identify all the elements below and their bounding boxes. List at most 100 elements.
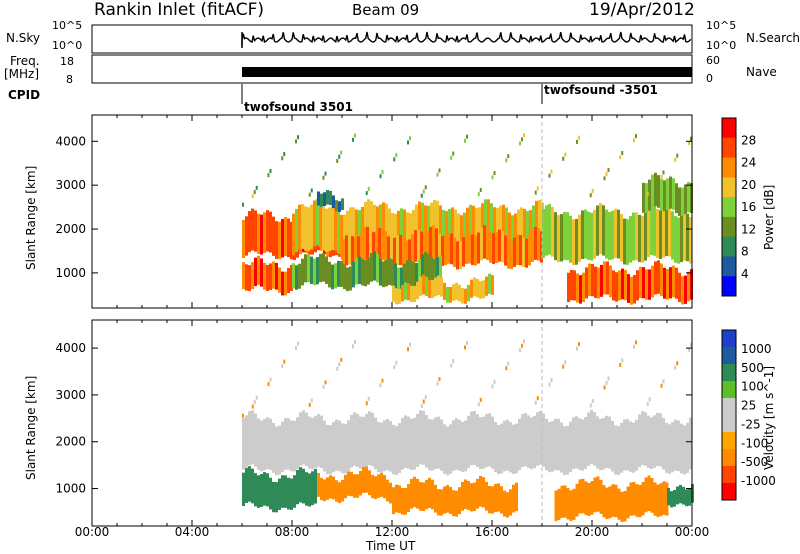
velocity-cell <box>287 477 290 510</box>
power-cell <box>358 256 361 285</box>
power-cell <box>408 239 411 269</box>
power-cell <box>464 288 467 304</box>
vel-cbar-tick: -25 <box>741 417 761 431</box>
velocity-cell <box>458 419 461 471</box>
velocity-cell <box>302 410 305 465</box>
velocity-cell <box>374 417 377 470</box>
velocity-cell <box>398 485 401 513</box>
velocity-plot <box>242 320 694 526</box>
power-cell <box>395 289 398 305</box>
power-cell <box>440 277 443 297</box>
velocity-cell <box>500 486 503 514</box>
velocity-cell <box>620 422 623 473</box>
power-cell <box>390 239 393 268</box>
velocity-cell <box>335 419 338 471</box>
velocity-cell <box>422 482 425 512</box>
velocity-speckle <box>308 402 311 407</box>
power-cell <box>599 203 602 255</box>
power-cell <box>534 227 537 260</box>
power-cell <box>323 192 326 207</box>
power-cell <box>343 264 346 290</box>
velocity-cell <box>473 482 476 512</box>
power-cell <box>420 231 423 263</box>
vel-cbar-tick: -1000 <box>741 474 776 488</box>
velocity-cell <box>509 489 512 516</box>
power-cell <box>290 221 293 260</box>
power-cell <box>647 207 650 258</box>
power-cbar-tick: 28 <box>741 133 756 147</box>
power-cell <box>292 263 295 289</box>
power-cell <box>313 258 316 286</box>
velocity-cell <box>278 478 281 510</box>
velocity-cell <box>563 426 566 475</box>
power-cell <box>290 264 293 291</box>
power-cell <box>266 264 269 291</box>
velocity-speckle <box>564 360 567 365</box>
velocity-cell <box>623 491 627 522</box>
velocity-cell <box>278 425 281 475</box>
velocity-cell <box>299 412 302 466</box>
velocity-cell <box>443 486 446 514</box>
power-cell <box>480 227 483 261</box>
power-cell <box>666 269 669 300</box>
velocity-cell <box>626 419 629 471</box>
velocity-cell <box>578 479 582 514</box>
nsearch-label: N.Search <box>746 31 800 45</box>
velocity-cell <box>332 476 335 500</box>
velocity-cell <box>461 421 464 473</box>
power-cell <box>369 229 372 262</box>
power-cell <box>669 176 672 209</box>
power-cell <box>666 178 669 210</box>
vel-cbar-swatch <box>722 483 736 501</box>
power-cbar-tick: 24 <box>741 156 756 170</box>
vel-cbar-tick: -100 <box>741 436 768 450</box>
power-cell <box>391 259 394 286</box>
power-speckle <box>591 188 594 193</box>
power-cell <box>412 262 415 288</box>
power-cell <box>382 261 385 288</box>
power-cell <box>486 227 489 261</box>
power-speckle <box>395 153 398 158</box>
vel-cbar-tick: 25 <box>741 399 756 413</box>
power-cell <box>251 208 254 251</box>
power-cell <box>560 214 563 262</box>
cpid-event-1: twofsound 3501 <box>244 100 353 114</box>
freq-bottom-tick: 8 <box>66 73 73 86</box>
power-cbar-tick: 12 <box>741 222 756 236</box>
power-cell <box>351 236 354 266</box>
power-cell <box>427 205 430 251</box>
power-cell <box>338 201 341 212</box>
power-cell <box>269 211 272 253</box>
power-cell <box>387 236 390 267</box>
power-speckle <box>603 176 606 181</box>
power-cell <box>582 272 585 302</box>
power-cell <box>376 254 379 283</box>
power-speckle <box>267 173 270 178</box>
power-cbar-tick: 20 <box>741 178 756 192</box>
power-ylabel: Slant Range [km] <box>24 165 38 270</box>
velocity-cell <box>641 411 644 466</box>
freq-band <box>242 67 692 77</box>
power-cell <box>429 226 432 260</box>
power-cell <box>316 198 319 246</box>
velocity-cell <box>623 419 626 471</box>
velocity-cell <box>290 478 293 510</box>
velocity-speckle <box>338 362 341 367</box>
velocity-cell <box>575 416 578 469</box>
velocity-cell <box>563 485 567 518</box>
velocity-cell <box>389 421 392 472</box>
power-cell <box>495 231 498 264</box>
power-cell <box>663 180 666 212</box>
velocity-cell <box>428 418 431 471</box>
power-cell <box>687 271 690 302</box>
velocity-cell <box>353 412 356 466</box>
power-cell <box>367 199 370 246</box>
power-speckle <box>407 140 409 145</box>
velocity-cell <box>443 424 446 474</box>
ytick-label: 2000 <box>55 435 86 449</box>
velocity-speckle <box>534 400 537 405</box>
velocity-speckle <box>505 366 508 371</box>
power-cell <box>522 237 525 268</box>
velocity-cell <box>602 417 605 470</box>
velocity-cell <box>482 416 485 469</box>
